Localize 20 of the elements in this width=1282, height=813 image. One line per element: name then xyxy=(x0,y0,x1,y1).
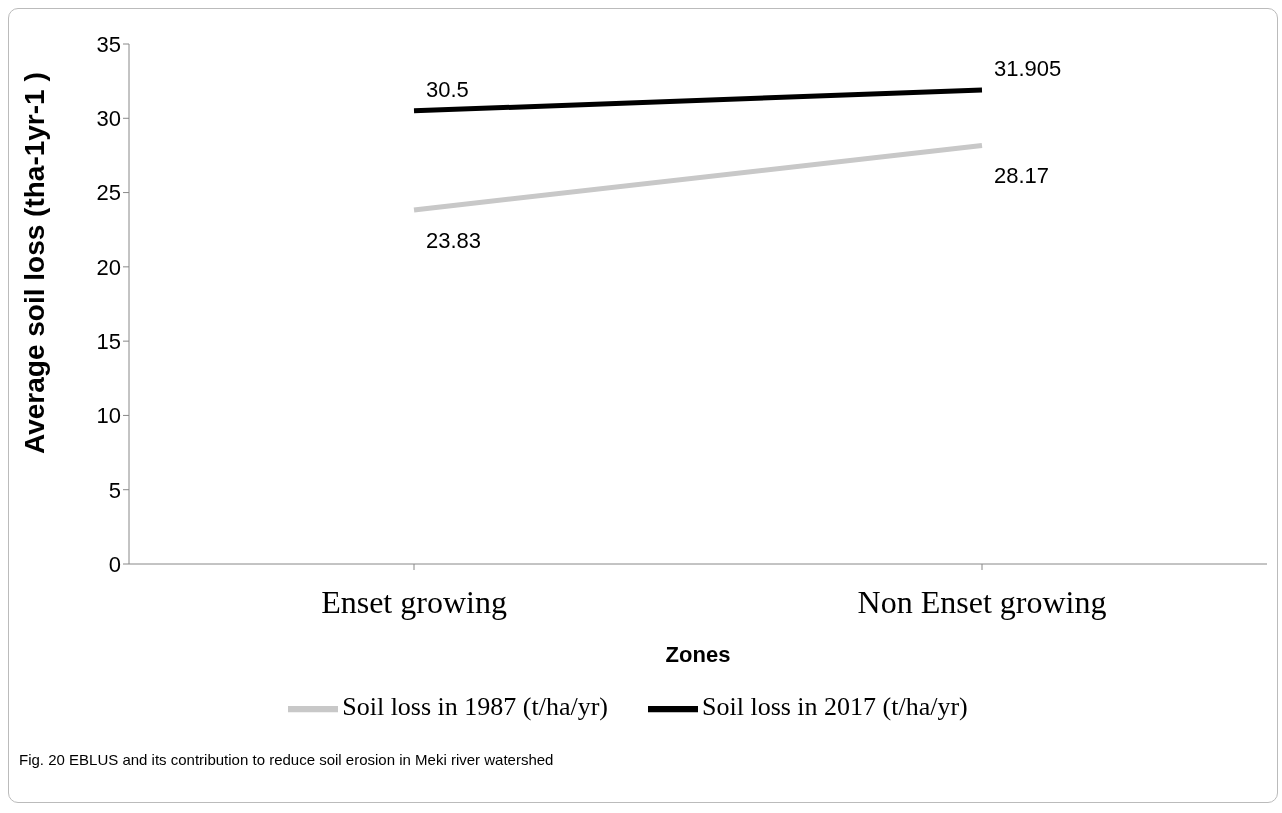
data-label: 30.5 xyxy=(426,76,469,102)
frame-outline: Soil loss in 1987 (t/ha/yr) Soil loss in 2017 (t/ha/yr) Enset growing Non Enset growing Zones 0 5 10 15 20 25 30 35 Average soil loss (tha-1yr-1 ) 23.83 28.17 30.5 31.905 Fig. 20 EBLUS and its contribution to reduce soil erosion in Meki river watershed xyxy=(8,8,1278,803)
data-label: 23.83 xyxy=(426,227,482,253)
y-tick-label: 30 xyxy=(96,106,121,132)
legend-label: Soil loss in 1987 (t/ha/yr) xyxy=(342,691,608,721)
y-tick-label: 5 xyxy=(108,477,121,503)
y-axis-title: Average soil loss (tha-1yr-1 ) xyxy=(18,72,50,454)
y-tick-label: 35 xyxy=(96,31,121,57)
data-label: 31.905 xyxy=(994,55,1062,81)
y-tick-label: 0 xyxy=(108,551,121,577)
x-tick-label: Enset growing xyxy=(321,583,507,620)
y-tick-label: 20 xyxy=(96,254,121,280)
x-tick-label: Non Enset growing xyxy=(857,583,1107,620)
y-tick-label: 10 xyxy=(96,403,121,429)
y-tick-label: 25 xyxy=(96,180,121,206)
legend-label: Soil loss in 2017 (t/ha/yr) xyxy=(702,691,968,721)
y-tick-label: 15 xyxy=(96,328,121,354)
caption: Fig. 20 EBLUS and its contribution to reduce soil erosion in Meki river watershed xyxy=(19,751,554,768)
x-axis-title: Zones xyxy=(665,642,731,667)
data-label: 28.17 xyxy=(994,163,1050,189)
